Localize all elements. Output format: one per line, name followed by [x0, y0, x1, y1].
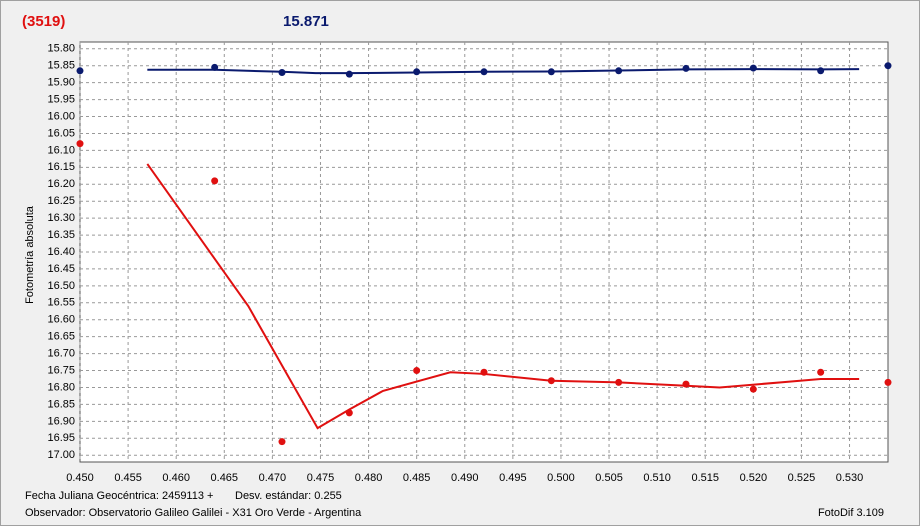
y-tick-label: 16.05 — [47, 127, 75, 139]
y-tick-label: 16.35 — [47, 229, 75, 241]
x-tick-label: 0.485 — [403, 472, 431, 484]
y-tick-label: 16.60 — [47, 314, 75, 326]
data-point — [749, 385, 757, 393]
y-tick-label: 16.00 — [47, 110, 75, 122]
y-axis-label: Fotometría absoluta — [24, 205, 36, 304]
y-tick-label: 16.95 — [47, 432, 75, 444]
y-tick-label: 16.65 — [47, 331, 75, 343]
x-tick-label: 0.500 — [547, 472, 575, 484]
data-point — [817, 368, 825, 376]
y-tick-label: 16.25 — [47, 195, 75, 207]
data-point — [76, 140, 84, 148]
data-point — [884, 62, 892, 70]
data-point — [76, 67, 84, 75]
x-tick-label: 0.520 — [740, 472, 768, 484]
data-point — [278, 438, 286, 446]
x-tick-label: 0.490 — [451, 472, 479, 484]
data-point — [413, 367, 421, 375]
y-tick-label: 16.10 — [47, 144, 75, 156]
y-tick-label: 16.85 — [47, 398, 75, 410]
y-tick-label: 15.90 — [47, 77, 75, 89]
y-tick-label: 16.55 — [47, 297, 75, 309]
y-tick-label: 16.45 — [47, 263, 75, 275]
y-tick-label: 16.15 — [47, 161, 75, 173]
footer-std: Desv. estándar: 0.255 — [235, 490, 342, 502]
x-tick-label: 0.480 — [355, 472, 383, 484]
data-point — [345, 70, 353, 78]
data-line — [146, 163, 860, 430]
y-tick-label: 17.00 — [47, 449, 75, 461]
footer-observer: Observador: Observatorio Galileo Galilei… — [25, 507, 362, 519]
y-tick-label: 16.80 — [47, 381, 75, 393]
y-tick-label: 16.75 — [47, 364, 75, 376]
y-tick-label: 16.20 — [47, 178, 75, 190]
x-tick-label: 0.495 — [499, 472, 527, 484]
x-tick-label: 0.455 — [114, 472, 142, 484]
object-id: (3519) — [22, 13, 65, 30]
footer-date: Fecha Juliana Geocéntrica: 2459113 + — [25, 490, 213, 502]
x-tick-label: 0.460 — [162, 472, 190, 484]
x-tick-label: 0.525 — [788, 472, 816, 484]
x-tick-label: 0.510 — [643, 472, 671, 484]
x-tick-label: 0.450 — [66, 472, 94, 484]
magnitude: 15.871 — [283, 13, 329, 30]
data-point — [211, 177, 219, 185]
x-tick-label: 0.470 — [259, 472, 287, 484]
data-point — [749, 64, 757, 72]
y-tick-label: 15.95 — [47, 93, 75, 105]
footer-software: FotoDif 3.109 — [818, 507, 884, 519]
y-tick-label: 16.40 — [47, 246, 75, 258]
data-point — [682, 64, 690, 72]
y-tick-label: 16.70 — [47, 348, 75, 360]
y-tick-label: 16.50 — [47, 280, 75, 292]
x-tick-label: 0.515 — [691, 472, 719, 484]
x-tick-label: 0.530 — [836, 472, 864, 484]
x-tick-label: 0.465 — [211, 472, 239, 484]
x-tick-label: 0.475 — [307, 472, 335, 484]
data-point — [817, 67, 825, 75]
y-tick-label: 16.30 — [47, 212, 75, 224]
data-line — [147, 68, 860, 75]
x-tick-label: 0.505 — [595, 472, 623, 484]
y-tick-label: 16.90 — [47, 415, 75, 427]
data-point — [884, 378, 892, 386]
y-tick-label: 15.80 — [47, 43, 75, 55]
y-tick-label: 15.85 — [47, 60, 75, 72]
